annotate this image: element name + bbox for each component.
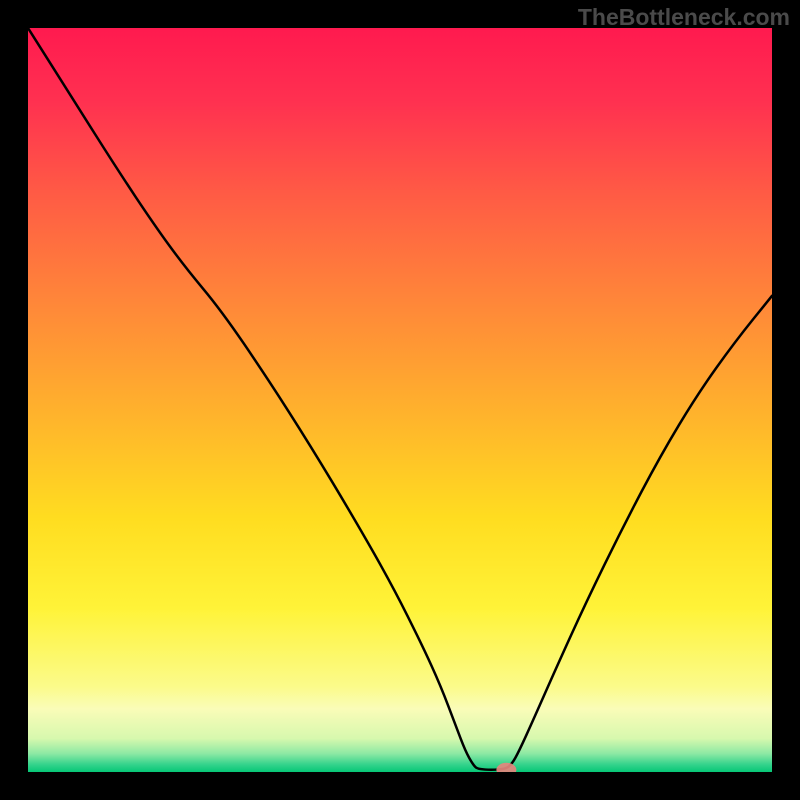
gradient-background bbox=[28, 28, 772, 772]
chart-frame: TheBottleneck.com bbox=[0, 0, 800, 800]
gradient-rect bbox=[28, 28, 772, 772]
watermark-text: TheBottleneck.com bbox=[578, 4, 790, 31]
